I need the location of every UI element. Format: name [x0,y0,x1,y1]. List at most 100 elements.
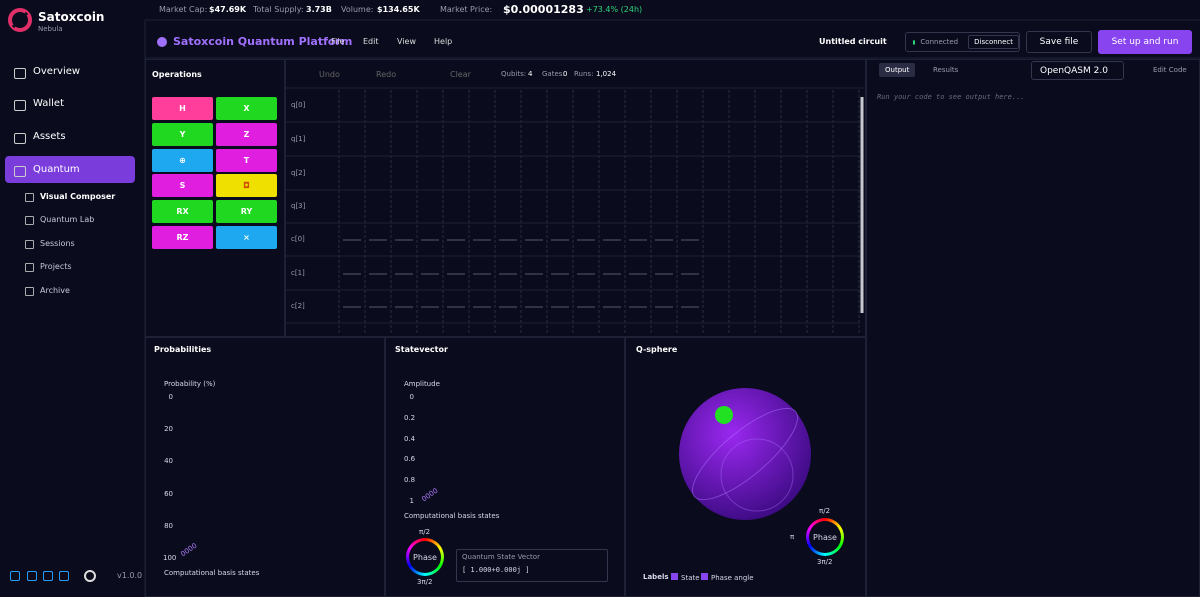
toolbar-runs: 1,024 [596,70,617,78]
y-tick-label: 0.2 [404,413,416,422]
gate[interactable]: RY [216,200,277,224]
subnav-item[interactable]: Projects [40,262,72,271]
language-select[interactable]: OpenQASM 2.0 [1031,61,1124,80]
qs-phase-left: π [790,533,795,541]
gate[interactable]: T [216,148,277,172]
menu-item[interactable]: View [397,37,416,46]
gate[interactable]: H [152,97,213,120]
state-toggle[interactable]: State [671,573,700,582]
undo-button[interactable]: Undo [319,70,340,79]
y-tick-label: 100 [163,554,177,562]
settings-icon[interactable] [84,570,96,582]
gate[interactable]: S [152,174,213,198]
gate[interactable]: ⊕ [152,148,213,172]
app-title: Satoxcoin Quantum Platform [173,35,353,48]
price-change: +73.4% (24h) [586,5,643,14]
toolbar-gates-label: Gates: [542,70,565,78]
stat-label: Market Cap: [159,5,208,14]
labels-title: Labels [643,573,669,581]
subnav-item[interactable]: Visual Composer [40,192,116,201]
edit-code[interactable]: Edit Code [1153,66,1187,74]
qs-phase: Phase [813,532,837,542]
circuit-name[interactable]: Untitled circuit [819,37,887,46]
nav-icon [14,133,26,144]
subnav-icon [25,240,34,249]
footer-icon[interactable] [10,571,20,581]
results-tab[interactable]: Results [933,66,959,74]
sv-phase: Phase [413,552,437,562]
output-panel [866,59,1200,597]
y-tick-label: 60 [164,489,173,498]
subnav-icon [25,216,34,225]
circuit-panel [285,59,866,337]
phase-toggle[interactable]: Phase angle [701,573,754,582]
wire-label: c[2] [291,302,305,310]
wire-label: q[3] [291,202,306,210]
nav-item[interactable]: Overview [33,66,81,77]
toolbar-qubits-label: Qubits: [501,70,527,78]
footer-icon[interactable] [27,571,37,581]
wire-label: c[0] [291,235,305,243]
nav-item[interactable]: Assets [33,131,66,142]
y-tick-label: 0 [168,393,173,401]
footer-icon[interactable] [43,571,53,581]
gate[interactable]: Z [216,122,277,146]
gate[interactable]: X [216,97,277,120]
footer-icon[interactable] [59,571,69,581]
gate[interactable]: × [216,226,277,249]
gate[interactable]: ◘ [216,174,277,198]
y-tick-label: 20 [164,425,173,434]
y-tick-label: 0.8 [404,476,416,485]
nav-item[interactable]: Quantum [33,164,80,175]
prob-y-label: Probability (%) [164,380,216,388]
gate[interactable]: RX [152,200,213,224]
connection: Connected Disconnect [905,32,1020,52]
y-tick-label: 0.6 [404,455,416,464]
nav-highlight [5,156,135,183]
disconnect-button[interactable]: Disconnect [968,35,1019,49]
wire-label: q[2] [291,169,306,177]
subnav-icon [25,193,34,202]
brand: Satoxcoin [38,10,105,24]
toolbar-qubits: 4 [528,70,533,78]
qs-phase-bottom: 3π/2 [817,558,833,566]
gate[interactable]: RZ [152,226,213,249]
stat-value: 3.73B [306,5,332,14]
subnav-icon [25,263,34,272]
nav-icon [14,68,26,79]
save-button[interactable]: Save file [1026,31,1092,53]
operations-title: Operations [152,70,202,79]
prob-x-label: Computational basis states [164,569,260,577]
subnav-item[interactable]: Archive [40,286,70,295]
vector-value: [ 1.000+0.000j ] [462,566,530,574]
menu-item[interactable]: Edit [363,37,379,46]
y-tick-label: 0.4 [404,434,416,443]
brand-subtitle: Nebula [38,25,63,33]
run-button[interactable]: Set up and run [1098,30,1192,54]
qs-phase-top: π/2 [819,507,831,515]
sv-x-label: Computational basis states [404,512,500,520]
qs-phase-wheel: Phase [806,518,844,556]
clear-button[interactable]: Clear [450,70,471,79]
sv-phase-bottom: 3π/2 [417,578,433,586]
sv-y-label: Amplitude [404,380,440,388]
stat-label: Volume: [341,5,374,14]
version: v1.0.0 [117,571,143,580]
wire-label: q[1] [291,135,306,143]
redo-button[interactable]: Redo [376,70,397,79]
output-tab[interactable]: Output [879,63,916,77]
menu-item[interactable]: File [331,37,345,46]
stat-value: $134.65K [377,5,420,14]
subnav-item[interactable]: Quantum Lab [40,215,95,224]
y-tick-label: 80 [164,521,173,530]
nav-icon [14,100,26,111]
y-tick-label: 0 [409,393,414,401]
stat-value: $0.00001283 [503,3,584,16]
gate[interactable]: Y [152,122,213,146]
output-placeholder: Run your code to see output here... [877,93,1025,101]
subnav-item[interactable]: Sessions [40,239,75,248]
nav-item[interactable]: Wallet [33,98,65,109]
menu-item[interactable]: Help [434,37,453,46]
